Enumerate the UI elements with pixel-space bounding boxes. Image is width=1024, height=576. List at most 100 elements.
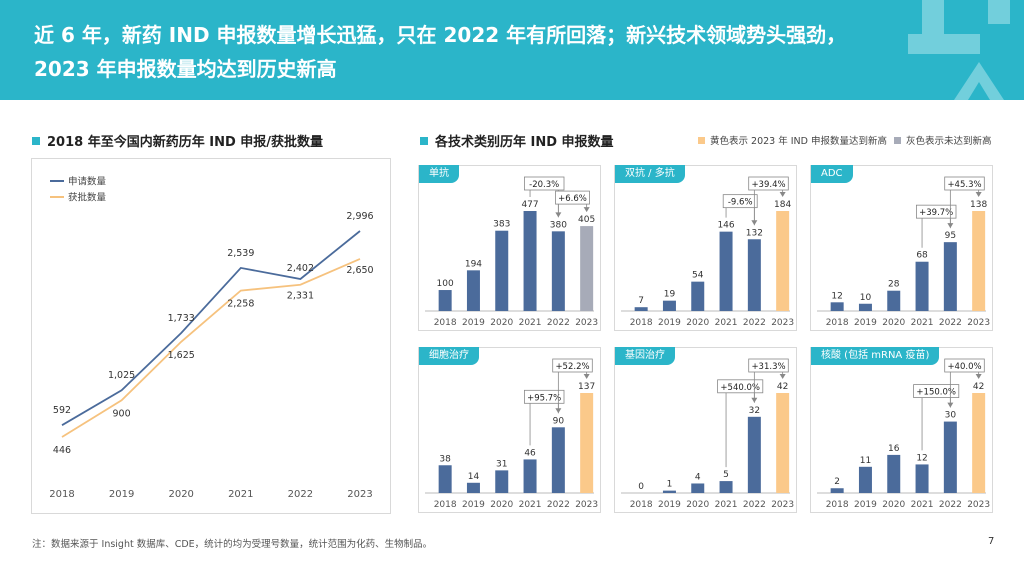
bar-value-label: 383 bbox=[493, 220, 510, 230]
bar bbox=[776, 211, 790, 311]
bar bbox=[438, 465, 452, 493]
x-tick-label: 2020 bbox=[882, 500, 905, 510]
x-tick-label: 2021 bbox=[911, 500, 934, 510]
bar bbox=[858, 303, 872, 311]
x-tick-label: 2022 bbox=[743, 500, 766, 510]
bar bbox=[662, 300, 676, 311]
arrow-down-icon bbox=[583, 207, 590, 213]
annotation-box bbox=[944, 176, 985, 191]
x-tick-label: 2023 bbox=[967, 500, 990, 510]
bar-value-label: 19 bbox=[664, 290, 676, 300]
annotation-label: +150.0% bbox=[916, 388, 956, 398]
legend-label: 获批数量 bbox=[68, 192, 107, 204]
line-chart: 592 1,025 1,733 2,539 2,402 2,996 446 900 1,625 2… bbox=[49, 176, 373, 501]
x-tick-label: 2020 bbox=[882, 318, 905, 328]
section-marker-icon bbox=[32, 136, 40, 145]
x-tick-label: 2023 bbox=[771, 318, 794, 328]
bar-value-label: 184 bbox=[774, 200, 791, 210]
x-tick-label: 2023 bbox=[967, 318, 990, 328]
x-tick-label: 2019 bbox=[658, 500, 681, 510]
x-tick-label: 2018 bbox=[49, 489, 74, 500]
growth-annotation: +95.7% bbox=[524, 389, 565, 446]
data-label: 2,258 bbox=[227, 299, 254, 310]
bar-value-label: 4 bbox=[695, 472, 701, 482]
annotation-box bbox=[916, 204, 957, 219]
series-line-1 bbox=[61, 258, 361, 438]
bar bbox=[466, 482, 480, 493]
x-tick-label: 2020 bbox=[490, 318, 513, 328]
bar-panel-3: 细胞治疗 38 2018 14 2019 31 2020 46 2021 90 2022 137 20… bbox=[418, 347, 601, 513]
bar-panel-1: 双抗 / 多抗 7 2018 19 2019 54 2020 146 2021 132 2022 1… bbox=[614, 165, 797, 331]
arrow-down-icon bbox=[975, 374, 982, 379]
bar-value-label: 32 bbox=[749, 406, 760, 416]
bar-value-label: 0 bbox=[638, 482, 644, 492]
bar bbox=[634, 307, 648, 311]
x-tick-label: 2019 bbox=[854, 318, 877, 328]
panel-label: 核酸 (包括 mRNA 疫苗) bbox=[811, 347, 940, 365]
x-tick-label: 2019 bbox=[854, 500, 877, 510]
bar bbox=[943, 421, 957, 493]
bar-value-label: 138 bbox=[970, 200, 987, 210]
annotation-box bbox=[524, 389, 565, 404]
bar bbox=[915, 464, 929, 493]
bar bbox=[830, 302, 844, 311]
bar bbox=[915, 261, 929, 311]
bar bbox=[551, 427, 565, 493]
x-tick-label: 2023 bbox=[575, 500, 598, 510]
bar bbox=[495, 470, 509, 493]
bar bbox=[887, 454, 901, 493]
bar-value-label: 132 bbox=[746, 228, 763, 238]
annotation-label: -9.6% bbox=[728, 198, 753, 208]
annotation-label: +39.7% bbox=[919, 208, 953, 218]
bar-value-label: 12 bbox=[831, 291, 842, 301]
data-label: 1,625 bbox=[168, 350, 195, 361]
bar-value-label: 100 bbox=[437, 279, 454, 289]
growth-annotation: +40.0% bbox=[944, 358, 985, 408]
arrow-down-icon bbox=[779, 374, 786, 379]
gray-swatch-icon bbox=[894, 136, 901, 144]
bar-value-label: 30 bbox=[945, 411, 957, 421]
data-label: 2,539 bbox=[227, 248, 254, 259]
x-tick-label: 2021 bbox=[519, 500, 542, 510]
bar-value-label: 7 bbox=[638, 296, 644, 306]
panel-label: 基因治疗 bbox=[615, 347, 675, 365]
x-tick-label: 2020 bbox=[686, 500, 709, 510]
bar bbox=[580, 226, 594, 311]
bar-value-label: 42 bbox=[777, 382, 788, 392]
bar bbox=[438, 290, 452, 311]
x-tick-label: 2018 bbox=[826, 500, 849, 510]
data-label: 446 bbox=[53, 445, 71, 456]
x-tick-label: 2019 bbox=[462, 500, 485, 510]
bar-value-label: 54 bbox=[692, 271, 704, 281]
bar-panel-2: ADC 12 2018 10 2019 28 2020 68 2021 95 2022 138 202… bbox=[810, 165, 993, 331]
x-tick-label: 2021 bbox=[519, 318, 542, 328]
x-tick-label: 2019 bbox=[658, 318, 681, 328]
bar-value-label: 10 bbox=[860, 293, 872, 303]
annotation-label: +6.6% bbox=[558, 194, 587, 204]
growth-annotation: +6.6% bbox=[555, 190, 590, 218]
annotation-label: +31.3% bbox=[751, 362, 785, 372]
bar-panel-4: 基因治疗 0 2018 1 2019 4 2020 5 2021 32 2022 42 2023 +54… bbox=[614, 347, 797, 513]
bar-value-label: 38 bbox=[439, 454, 451, 464]
x-tick-label: 2020 bbox=[168, 489, 193, 500]
bar-value-label: 16 bbox=[888, 444, 900, 454]
x-tick-label: 2018 bbox=[826, 318, 849, 328]
bar bbox=[887, 290, 901, 311]
bar bbox=[495, 230, 509, 311]
bar-value-label: 42 bbox=[973, 382, 984, 392]
x-tick-label: 2018 bbox=[630, 500, 653, 510]
bar bbox=[776, 393, 790, 493]
bar-value-label: 12 bbox=[916, 453, 927, 463]
annotation-label: +540.0% bbox=[720, 383, 760, 393]
bar-value-label: 137 bbox=[578, 382, 595, 392]
data-label: 900 bbox=[113, 408, 131, 419]
growth-annotation: +45.3% bbox=[944, 176, 985, 229]
x-tick-label: 2021 bbox=[715, 318, 738, 328]
annotation-box bbox=[913, 384, 960, 398]
x-tick-label: 2020 bbox=[686, 318, 709, 328]
arrow-down-icon bbox=[583, 374, 590, 379]
bar bbox=[691, 281, 705, 311]
x-tick-label: 2019 bbox=[462, 318, 485, 328]
bar-panel-5: 核酸 (包括 mRNA 疫苗) 2 2018 11 2019 16 2020 12 2021 3… bbox=[810, 347, 993, 513]
x-tick-label: 2022 bbox=[939, 318, 962, 328]
